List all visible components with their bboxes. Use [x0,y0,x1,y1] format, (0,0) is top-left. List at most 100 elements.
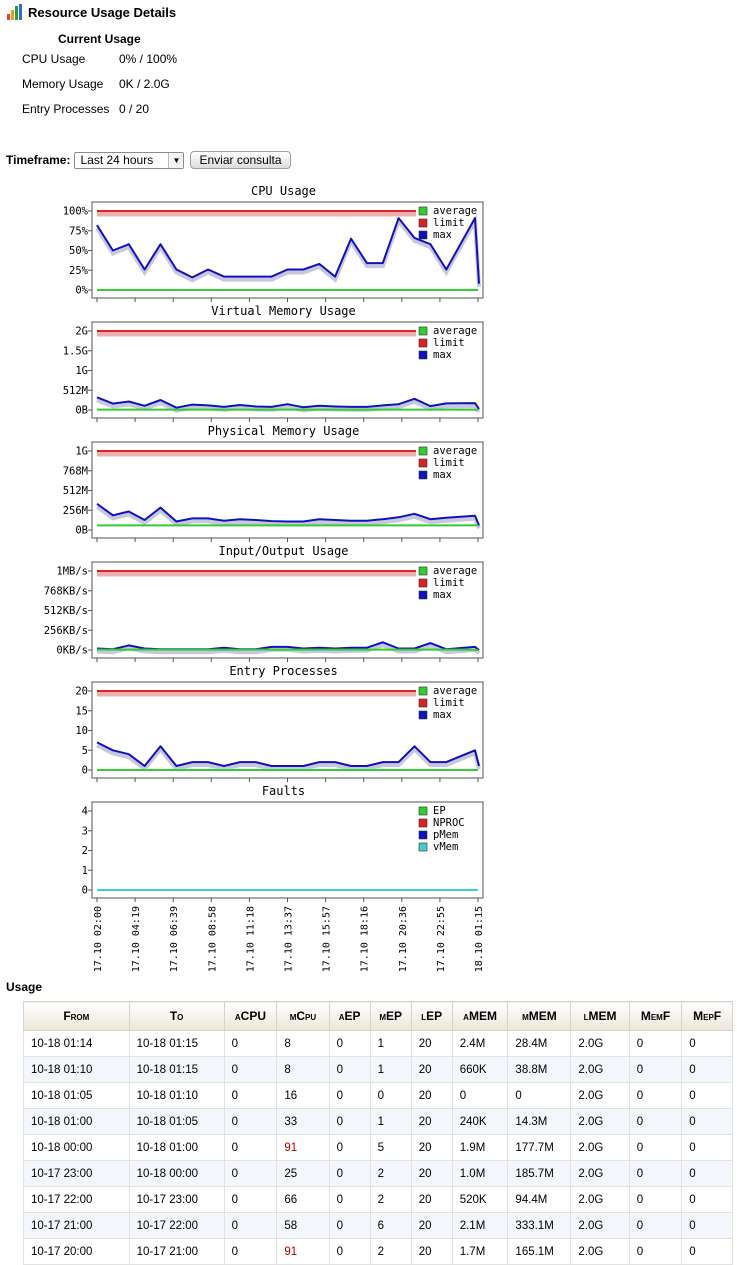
chart-6-ytick-label: 4 [82,806,88,818]
table-cell-to: 10-17 21:00 [129,1239,224,1265]
chart-6-ytick-label: 0 [82,885,88,897]
table-cell-mmem: 165.1M [508,1239,571,1265]
chart-6-legend-swatch [419,819,427,827]
chart-2-legend-limit: limit [433,337,465,349]
chart-2-legend-average: average [433,325,477,337]
chart-1-legend-swatch [419,207,427,215]
table-cell-mepf: 0 [682,1187,733,1213]
column-header-from[interactable]: From [24,1002,130,1031]
table-cell-amem: 1.0M [452,1161,508,1187]
column-header-aep[interactable]: aEP [329,1002,370,1031]
table-cell-mmem: 14.3M [508,1109,571,1135]
chart-3-legend-max: max [433,469,452,481]
chart-4-ytick-label: 768KB/s [44,585,88,597]
table-cell-mepf: 0 [682,1239,733,1265]
table-cell-memf: 0 [629,1135,682,1161]
table-cell-amem: 520K [452,1187,508,1213]
chart-4-legend-max: max [433,589,452,601]
column-header-mcpu[interactable]: mCpu [277,1002,329,1031]
chart-2-legend-swatch [419,339,427,347]
chart-2-ytick-label: 512M [63,385,88,397]
x-axis-label: 18.10 01:15 [474,906,485,972]
chart-6-legend-pmem: pMem [433,829,458,841]
column-header-lmem[interactable]: lMEM [571,1002,629,1031]
chart-5-legend-swatch [419,687,427,695]
table-cell-mmem: 94.4M [508,1187,571,1213]
table-cell-lep: 20 [411,1213,452,1239]
table-cell-to: 10-18 01:05 [129,1109,224,1135]
x-axis-label: 17.10 20:36 [398,906,409,972]
table-cell-mep: 5 [370,1135,411,1161]
table-cell-acpu: 0 [224,1239,277,1265]
table-cell-mcpu: 58 [277,1213,329,1239]
table-cell-mmem: 0 [508,1083,571,1109]
table-cell-from: 10-17 21:00 [24,1213,130,1239]
column-header-lep[interactable]: lEP [411,1002,452,1031]
table-cell-aep: 0 [329,1109,370,1135]
column-header-mmem[interactable]: mMEM [508,1002,571,1031]
table-cell-mep: 1 [370,1109,411,1135]
chart-3-legend-swatch [419,447,427,455]
column-header-amem[interactable]: aMEM [452,1002,508,1031]
column-header-memf[interactable]: MemF [629,1002,682,1031]
table-cell-lmem: 2.0G [571,1109,629,1135]
chart-4-ytick-label: 256KB/s [44,625,88,637]
table-cell-acpu: 0 [224,1031,277,1057]
table-cell-aep: 0 [329,1057,370,1083]
table-cell-lmem: 2.0G [571,1057,629,1083]
chart-2-ytick-label: 1G [75,365,88,377]
table-cell-mepf: 0 [682,1161,733,1187]
table-cell-aep: 0 [329,1239,370,1265]
table-cell-lmem: 2.0G [571,1031,629,1057]
x-axis-label: 17.10 15:57 [322,906,333,972]
column-header-mep[interactable]: mEP [370,1002,411,1031]
table-cell-aep: 0 [329,1083,370,1109]
table-cell-from: 10-18 01:05 [24,1083,130,1109]
chart-3-ytick-label: 0B [75,525,88,537]
chart-2-ytick-label: 1.5G [63,345,88,357]
chart-2-title: Virtual Memory Usage [211,304,356,318]
column-header-mepf[interactable]: MepF [682,1002,733,1031]
table-cell-to: 10-18 01:10 [129,1083,224,1109]
table-cell-memf: 0 [629,1083,682,1109]
table-cell-mcpu: 25 [277,1161,329,1187]
table-cell-mepf: 0 [682,1031,733,1057]
table-cell-to: 10-17 22:00 [129,1213,224,1239]
chart-5-legend-average: average [433,685,477,697]
table-cell-mmem: 185.7M [508,1161,571,1187]
table-cell-mepf: 0 [682,1057,733,1083]
chart-3-ytick-label: 256M [63,505,88,517]
table-cell-mep: 6 [370,1213,411,1239]
table-cell-mepf: 0 [682,1083,733,1109]
table-cell-lep: 20 [411,1239,452,1265]
table-cell-to: 10-17 23:00 [129,1187,224,1213]
column-header-to[interactable]: To [129,1002,224,1031]
table-cell-from: 10-17 20:00 [24,1239,130,1265]
table-cell-mcpu: 33 [277,1109,329,1135]
chart-4-legend-swatch [419,591,427,599]
table-cell-lep: 20 [411,1031,452,1057]
table-cell-amem: 660K [452,1057,508,1083]
table-cell-memf: 0 [629,1109,682,1135]
column-header-acpu[interactable]: aCPU [224,1002,277,1031]
table-cell-mep: 0 [370,1083,411,1109]
x-axis-label: 17.10 04:19 [131,906,142,972]
table-cell-amem: 2.4M [452,1031,508,1057]
table-cell-mmem: 38.8M [508,1057,571,1083]
chart-5-ytick-label: 5 [82,745,88,757]
chart-5-legend-max: max [433,709,452,721]
table-cell-to: 10-18 01:15 [129,1057,224,1083]
chart-1-ytick-label: 100% [63,206,89,218]
table-cell-lmem: 2.0G [571,1213,629,1239]
chart-5-legend-swatch [419,699,427,707]
x-axis-label: 17.10 02:00 [93,906,104,972]
chart-5-legend-limit: limit [433,697,465,709]
chart-6-legend-vmem: vMem [433,841,458,853]
chart-3-ytick-label: 512M [63,485,88,497]
chart-6-legend-ep: EP [433,805,446,817]
table-cell-memf: 0 [629,1161,682,1187]
